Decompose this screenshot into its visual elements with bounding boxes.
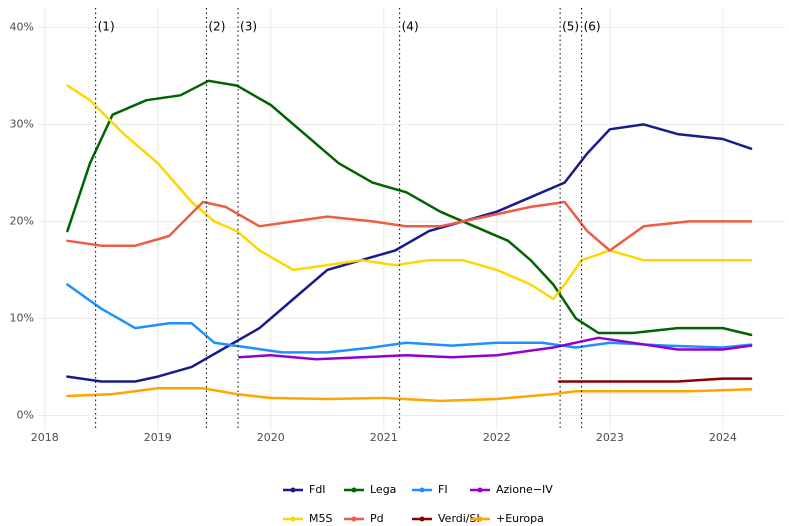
legend-label: Azione−IV [496,483,553,496]
y-tick-label: 10% [10,311,34,324]
legend-key-dot [477,516,483,522]
trend-line [66,200,753,252]
y-tick-label: 20% [10,214,34,227]
trend-line [66,79,753,337]
y-tick-label: 0% [17,408,34,421]
legend-key-dot [290,516,296,522]
x-tick-label: 2024 [709,431,737,444]
legend-key-dot [477,487,483,493]
x-tick-label: 2021 [370,431,398,444]
x-tick-label: 2023 [596,431,624,444]
trend-line [66,283,753,354]
trend-line [237,336,753,361]
legend-label: Pd [370,512,384,525]
x-tick-label: 2019 [144,431,172,444]
event-label: (6) [584,20,601,34]
y-tick-label: 40% [10,20,34,33]
y-tick-label: 30% [10,117,34,130]
legend-label: M5S [309,512,332,525]
x-tick-label: 2020 [257,431,285,444]
event-label: (1) [98,20,115,34]
event-label: (2) [208,20,225,34]
trend-line [557,377,753,383]
event-label: (3) [240,20,257,34]
event-label: (5) [562,20,579,34]
legend-key-dot [419,516,425,522]
trend-line [66,84,753,301]
legend-key-dot [351,487,357,493]
legend-label: FI [438,483,448,496]
event-label: (4) [402,20,419,34]
legend-label: Verdi/SI [438,512,480,525]
trend-line [66,387,753,403]
legend-label: +Europa [496,512,544,525]
legend-key-dot [290,487,296,493]
legend-key-dot [351,516,357,522]
x-tick-label: 2022 [483,431,511,444]
x-tick-label: 2018 [31,431,59,444]
legend-key-dot [419,487,425,493]
trend-line [66,123,753,383]
legend-label: Lega [370,483,396,496]
legend-label: FdI [309,483,326,496]
